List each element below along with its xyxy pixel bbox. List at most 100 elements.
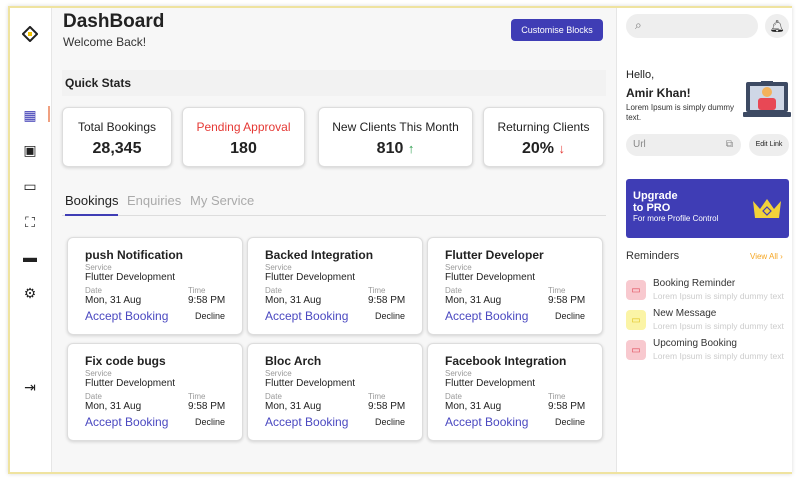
app-window: ▦ ▣ ▭ ⛶ ▬ ⚙ ⇥ DashBoard Welcome Back! Cu… (8, 6, 792, 474)
time-label: Time (368, 392, 386, 401)
decline-button[interactable]: Decline (195, 417, 226, 427)
time-value: 9:58 PM (368, 401, 406, 412)
page-title: DashBoard (63, 11, 165, 32)
stat-label: Total Bookings (77, 120, 157, 134)
service-label: Service (445, 263, 472, 272)
services-icon[interactable]: ⛶ (25, 213, 35, 230)
service-value: Flutter Development (85, 272, 176, 283)
accept-booking-button[interactable]: Accept Booking (85, 415, 169, 429)
page-subtitle: Welcome Back! (63, 35, 147, 49)
hello-text: Hello, (626, 69, 655, 81)
booking-card: Facebook Integration Service Flutter Dev… (427, 343, 603, 441)
tabs: Bookings Enquiries My Service (62, 188, 606, 216)
service-value: Flutter Development (445, 378, 536, 389)
time-value: 9:58 PM (548, 401, 586, 412)
arrow-up-icon: ↑ (407, 141, 415, 156)
url-input[interactable]: Url ⧉ (626, 134, 741, 156)
logo-icon (22, 26, 38, 42)
arrow-down-icon: ↓ (558, 141, 565, 156)
upgrade-title-2: to PRO (633, 202, 671, 214)
booking-title: Backed Integration (265, 248, 374, 262)
service-label: Service (265, 263, 292, 272)
edit-link-button[interactable]: Edit Link (749, 134, 789, 156)
booking-card: push Notification Service Flutter Develo… (67, 237, 243, 335)
calendar-icon[interactable]: ▭ (23, 177, 37, 194)
crown-icon (753, 199, 781, 218)
date-value: Mon, 31 Aug (445, 401, 502, 412)
profile-illustration-icon (743, 81, 791, 117)
message-icon: ▭ (626, 340, 646, 360)
reminder-desc: Lorem Ipsum is simply dummy text (653, 321, 784, 331)
date-value: Mon, 31 Aug (265, 401, 322, 412)
accept-booking-button[interactable]: Accept Booking (445, 309, 529, 323)
booking-card: Fix code bugs Service Flutter Developmen… (67, 343, 243, 441)
accept-booking-button[interactable]: Accept Booking (85, 309, 169, 323)
stat-label: Pending Approval (196, 120, 291, 134)
reminder-desc: Lorem Ipsum is simply dummy text (653, 291, 784, 301)
time-label: Time (188, 286, 206, 295)
service-value: Flutter Development (85, 378, 176, 389)
booking-card: Flutter Developer Service Flutter Develo… (427, 237, 603, 335)
quick-stats-title: Quick Stats (62, 70, 606, 96)
service-value: Flutter Development (265, 378, 356, 389)
copy-icon[interactable]: ⧉ (725, 139, 733, 150)
search-input[interactable]: ⌕ (626, 14, 758, 38)
view-all-link[interactable]: View All › (750, 252, 783, 261)
right-panel: ⌕ 🔔︎ Hello, Amir Khan! Lorem Ipsum is si… (616, 8, 792, 472)
reminder-item[interactable]: ▭ New Message Lorem Ipsum is simply dummy … (626, 308, 786, 334)
url-placeholder: Url (633, 139, 646, 150)
time-label: Time (368, 286, 386, 295)
booking-card: Backed Integration Service Flutter Devel… (247, 237, 423, 335)
stat-new-clients: New Clients This Month 810 ↑ (318, 107, 473, 167)
decline-button[interactable]: Decline (375, 311, 406, 321)
bookings-icon[interactable]: ▣ (23, 141, 37, 158)
upgrade-pro-banner[interactable]: Upgrade to PRO For more Profile Control (626, 179, 789, 238)
reminder-title: Booking Reminder (653, 278, 736, 289)
time-label: Time (548, 392, 566, 401)
stat-value: 810 (376, 140, 404, 157)
tab-bookings[interactable]: Bookings (65, 193, 119, 216)
view-all-label: View All (750, 252, 778, 261)
date-value: Mon, 31 Aug (85, 401, 142, 412)
upgrade-title: Upgrade (633, 190, 678, 202)
booking-title: Facebook Integration (445, 354, 567, 368)
tab-my-service[interactable]: My Service (190, 193, 255, 208)
date-label: Date (445, 392, 462, 401)
booking-card: Bloc Arch Service Flutter Development Da… (247, 343, 423, 441)
stat-total-bookings: Total Bookings 28,345 (62, 107, 172, 167)
service-value: Flutter Development (445, 272, 536, 283)
user-description: Lorem Ipsum is simply dummy text. (626, 103, 735, 122)
stat-pending-approval: Pending Approval 180 (182, 107, 305, 167)
tab-enquiries[interactable]: Enquiries (127, 193, 182, 208)
dashboard-icon[interactable]: ▦ (23, 106, 37, 123)
main-content: DashBoard Welcome Back! Customise Blocks… (52, 8, 616, 472)
reminder-item[interactable]: ▭ Upcoming Booking Lorem Ipsum is simply d… (626, 338, 786, 364)
stat-label: New Clients This Month (332, 120, 459, 134)
reminder-item[interactable]: ▭ Booking Reminder Lorem Ipsum is simply d… (626, 278, 786, 304)
customise-blocks-button[interactable]: Customise Blocks (511, 19, 603, 41)
decline-button[interactable]: Decline (555, 417, 586, 427)
search-icon: ⌕ (635, 18, 642, 32)
date-label: Date (265, 392, 282, 401)
message-icon: ▭ (626, 310, 646, 330)
accept-booking-button[interactable]: Accept Booking (445, 415, 529, 429)
logout-icon[interactable]: ⇥ (24, 378, 36, 395)
service-label: Service (265, 369, 292, 378)
decline-button[interactable]: Decline (195, 311, 226, 321)
settings-icon[interactable]: ⚙ (23, 284, 37, 301)
messages-icon[interactable]: ▬ (23, 249, 37, 265)
accept-booking-button[interactable]: Accept Booking (265, 309, 349, 323)
time-value: 9:58 PM (548, 295, 586, 306)
decline-button[interactable]: Decline (555, 311, 586, 321)
time-label: Time (548, 286, 566, 295)
time-value: 9:58 PM (188, 295, 226, 306)
decline-button[interactable]: Decline (375, 417, 406, 427)
date-label: Date (85, 286, 102, 295)
accept-booking-button[interactable]: Accept Booking (265, 415, 349, 429)
reminder-desc: Lorem Ipsum is simply dummy text (653, 351, 784, 361)
stat-label: Returning Clients (497, 120, 590, 134)
date-label: Date (85, 392, 102, 401)
service-label: Service (85, 369, 112, 378)
notification-bell-icon[interactable]: 🔔︎ (765, 14, 789, 38)
active-indicator (48, 106, 50, 122)
